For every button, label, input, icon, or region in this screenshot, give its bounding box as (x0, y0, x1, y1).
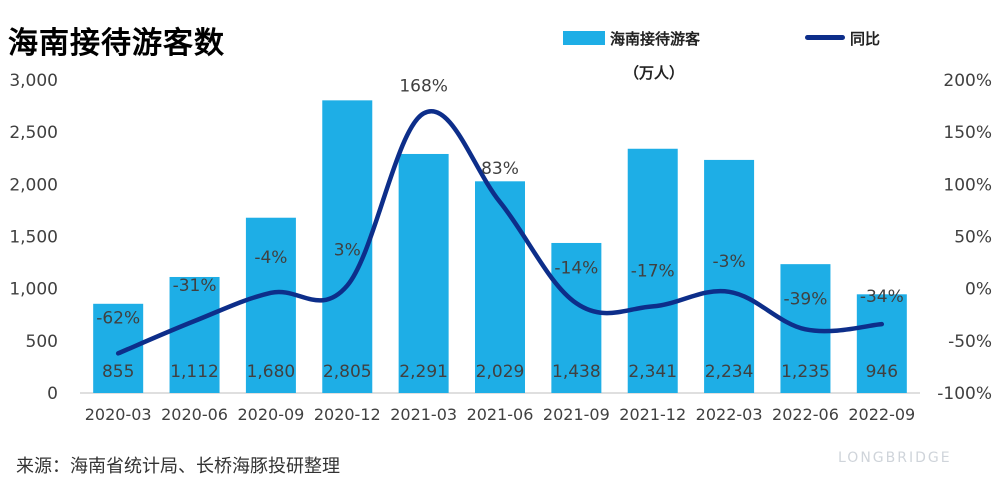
x-tick-label: 2021-03 (390, 405, 457, 424)
bar-value-label: 1,112 (170, 362, 219, 382)
y-left-tick-label: 0 (47, 384, 58, 404)
bar-value-label: 2,291 (399, 362, 448, 382)
line-data-label: 83% (481, 159, 519, 179)
x-tick-label: 2020-09 (237, 405, 304, 424)
x-tick-label: 2021-06 (467, 405, 534, 424)
line-data-label: -4% (254, 248, 287, 268)
bar (169, 276, 220, 393)
line-data-label: 168% (399, 76, 448, 96)
y-left-tick-label: 3,000 (9, 71, 58, 91)
x-tick-label: 2021-12 (619, 405, 686, 424)
y-left-tick-label: 2,000 (9, 175, 58, 195)
y-left-tick-label: 1,500 (9, 228, 58, 248)
bar (475, 181, 525, 393)
x-tick-label: 2021-09 (543, 405, 610, 424)
bar-value-label: 855 (102, 362, 134, 382)
chart-title: 海南接待游客数 (8, 26, 225, 61)
line-data-label: -14% (554, 258, 598, 278)
longbridge-logo: LONGBRIDGE (838, 450, 952, 466)
y-left-tick-label: 2,500 (9, 123, 58, 143)
bar-value-label: 1,680 (247, 362, 296, 382)
bar (704, 159, 755, 393)
y-right-tick-label: 100% (943, 175, 992, 195)
x-tick-label: 2022-03 (696, 405, 763, 424)
bar-value-label: 946 (866, 362, 898, 382)
legend-line-swatch (805, 35, 845, 40)
bar-value-label: 2,234 (705, 362, 754, 382)
x-tick-label: 2022-09 (848, 405, 915, 424)
bar (627, 148, 678, 393)
y-left-tick-label: 500 (26, 332, 58, 352)
line-data-label: -39% (783, 289, 827, 309)
y-right-tick-label: -100% (937, 384, 992, 404)
line-data-label: -34% (860, 287, 904, 307)
bar-value-label: 2,029 (476, 362, 525, 382)
bar-value-label: 2,805 (323, 362, 372, 382)
x-tick-label: 2020-06 (161, 405, 228, 424)
source-note: 来源：海南省统计局、长桥海豚投研整理 (16, 456, 340, 477)
line-data-label: -3% (713, 252, 746, 272)
line-data-label: -62% (96, 308, 140, 328)
legend-line-label: 同比 (850, 30, 881, 48)
yoy-line (115, 109, 885, 356)
y-left-tick-label: 1,000 (9, 280, 58, 300)
bar (856, 294, 907, 393)
bar (322, 100, 373, 393)
y-right-tick-label: 50% (954, 228, 992, 248)
line-data-label: 3% (334, 241, 361, 261)
x-tick-label: 2020-12 (314, 405, 381, 424)
y-right-tick-label: -50% (948, 332, 992, 352)
bar (551, 242, 602, 393)
line-data-label: -17% (631, 261, 675, 281)
legend-bar-label: 海南接待游客 (610, 30, 701, 48)
x-tick-label: 2022-06 (772, 405, 839, 424)
y-right-tick-label: 0% (965, 280, 992, 300)
legend-bar-swatch (563, 31, 605, 45)
bar-value-label: 1,235 (781, 362, 830, 382)
line-data-label: -31% (173, 276, 217, 296)
bar (245, 217, 296, 393)
x-tick-label: 2020-03 (85, 405, 152, 424)
y-right-tick-label: 200% (943, 71, 992, 91)
bar-value-label: 1,438 (552, 362, 601, 382)
legend-bar-unit: （万人） (624, 64, 685, 82)
bar (398, 153, 449, 393)
y-right-tick-label: 150% (943, 123, 992, 143)
bar-value-label: 2,341 (628, 362, 677, 382)
